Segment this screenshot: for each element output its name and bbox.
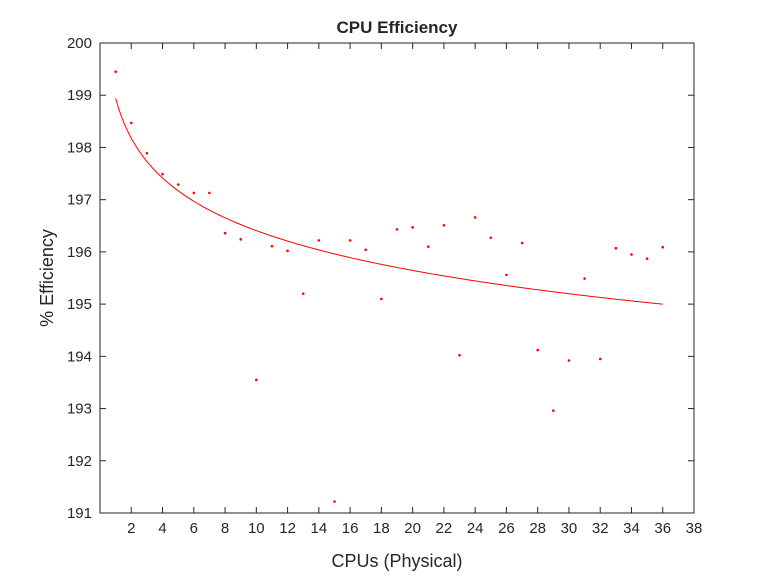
- y-tick-label: 195: [67, 296, 92, 313]
- data-point: [442, 223, 446, 227]
- data-point: [536, 348, 539, 352]
- data-point: [489, 236, 493, 240]
- data-point: [176, 183, 180, 186]
- data-point: [270, 244, 274, 248]
- x-tick-label: 30: [561, 520, 578, 537]
- x-tick-label: 12: [279, 520, 296, 537]
- x-tick-label: 22: [436, 520, 453, 537]
- y-tick-label: 192: [67, 453, 92, 470]
- y-tick-label: 194: [67, 348, 92, 365]
- data-point: [301, 292, 305, 295]
- x-tick-label: 8: [221, 520, 229, 537]
- data-point: [129, 121, 133, 125]
- x-tick-label: 14: [310, 520, 327, 537]
- y-tick-label: 199: [67, 87, 92, 104]
- data-point: [380, 297, 383, 301]
- data-point: [239, 238, 242, 241]
- data-point: [348, 239, 352, 242]
- data-point: [161, 172, 164, 176]
- data-point: [364, 248, 368, 252]
- data-point: [208, 191, 211, 195]
- data-point: [583, 277, 586, 280]
- data-point: [567, 359, 571, 362]
- x-tick-label: 16: [342, 520, 359, 537]
- data-point: [317, 239, 321, 242]
- y-tick-label: 198: [67, 139, 92, 156]
- data-point: [426, 245, 430, 248]
- data-point: [630, 253, 633, 256]
- data-point: [411, 226, 414, 229]
- data-point: [223, 231, 227, 235]
- x-tick-label: 10: [248, 520, 265, 537]
- plot-area: [100, 43, 694, 513]
- x-tick-label: 26: [498, 520, 515, 537]
- x-tick-label: 18: [373, 520, 390, 537]
- data-point: [505, 273, 508, 277]
- x-tick-label: 38: [686, 520, 703, 537]
- x-tick-label: 32: [592, 520, 609, 537]
- data-point: [520, 241, 524, 245]
- chart-title: CPU Efficiency: [337, 18, 458, 37]
- data-point: [255, 378, 258, 382]
- y-tick-label: 196: [67, 244, 92, 261]
- x-tick-label: 28: [529, 520, 546, 537]
- y-tick-label: 197: [67, 192, 92, 209]
- data-point: [114, 70, 117, 74]
- axes-box: [99, 42, 695, 514]
- data-point: [192, 191, 196, 195]
- data-point: [473, 216, 477, 219]
- x-tick-label: 24: [467, 520, 484, 537]
- x-tick-label: 2: [127, 520, 135, 537]
- x-tick-label: 6: [190, 520, 198, 537]
- data-point: [552, 409, 555, 412]
- data-point: [598, 357, 602, 361]
- y-tick-label: 193: [67, 401, 92, 418]
- data-point: [614, 246, 618, 250]
- data-point: [458, 353, 461, 357]
- fit-curve: [115, 98, 663, 305]
- x-tick-label: 20: [404, 520, 421, 537]
- y-tick-label: 191: [67, 505, 92, 522]
- y-tick-label: 200: [67, 35, 92, 52]
- x-tick-label: 34: [623, 520, 640, 537]
- data-point: [645, 257, 649, 260]
- data-point: [286, 249, 289, 253]
- y-axis-label: % Efficiency: [37, 229, 57, 327]
- x-tick-label: 36: [654, 520, 671, 537]
- data-point: [395, 228, 399, 231]
- data-point: [333, 500, 336, 503]
- x-axis-label: CPUs (Physical): [331, 551, 462, 571]
- data-point: [661, 245, 665, 249]
- x-tick-label: 4: [158, 520, 166, 537]
- data-point: [145, 151, 149, 155]
